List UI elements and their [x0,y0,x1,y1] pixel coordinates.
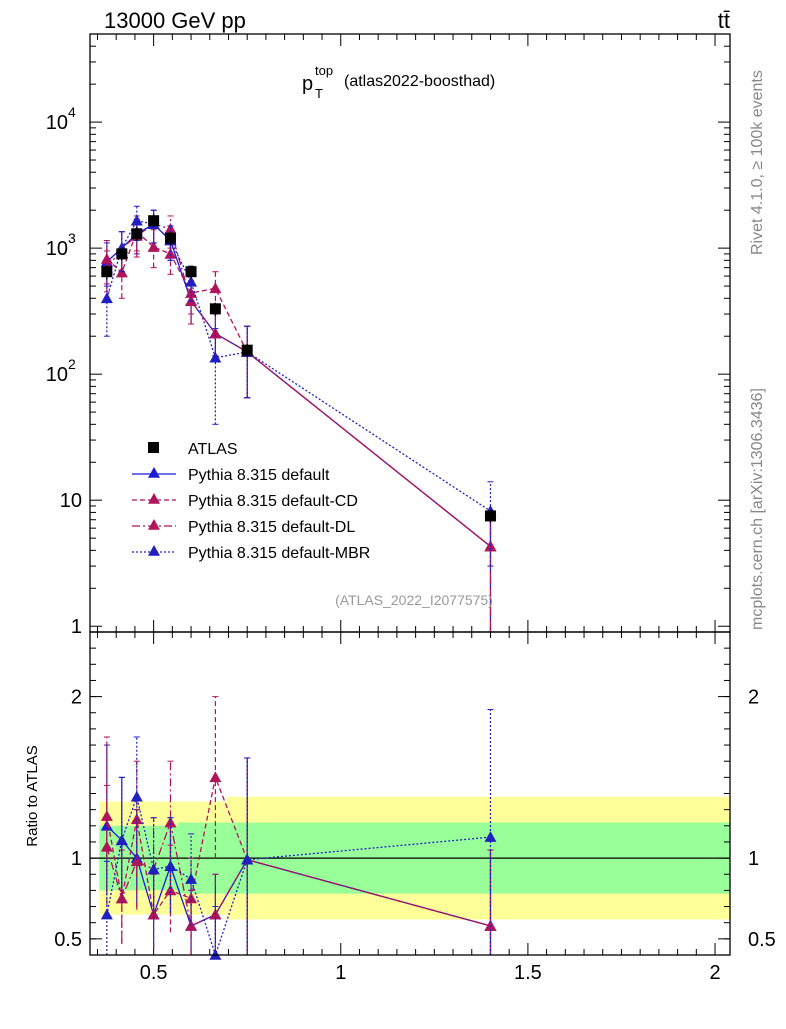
ratio-marker-cd [164,884,177,896]
ratio-marker-mbr [100,908,113,920]
legend-marker-mbr [148,545,160,556]
ratio-plot-series [100,696,497,960]
atlas-marker [148,215,160,227]
main-marker-mbr [100,292,113,304]
ratio-marker-cd [209,771,222,783]
ratio-x-tick-label: 0.5 [140,962,168,984]
ratio-x-tick-label: 2 [709,962,720,984]
legend-label-mbr: Pythia 8.315 default-MBR [188,545,370,562]
legend-marker-cd [148,493,160,504]
legend-marker-default [148,467,160,478]
plot-title-p: p [302,73,313,95]
plot-title-sub: T [315,86,323,101]
atlas-marker [241,344,253,356]
main-marker-mbr [209,351,222,363]
legend-label-cd: Pythia 8.315 default-CD [188,493,358,510]
ratio-marker-mbr [484,831,497,842]
legend-label-dl: Pythia 8.315 default-DL [188,519,355,536]
main-marker-mbr [130,214,143,226]
ratio-marker-mbr [185,873,198,884]
main-y-tick-label: 10 [60,490,82,512]
ratio-marker-mbr [130,790,143,802]
side-mcplots-link: mcplots.cern.ch [arXiv:1306.3436] [749,388,766,630]
main-y-tick-label-base: 10 [46,112,68,134]
plot-title-sup: top [315,63,333,78]
main-marker-cd [209,282,222,294]
main-y-tick-label-base: 10 [46,238,68,260]
main-marker-cd [147,241,160,252]
main-atlas-data [101,214,496,523]
main-marker-dl [209,327,222,339]
ratio-x-tick-label: 1 [335,962,346,984]
ratio-y-tick-label-right: 2 [748,687,759,709]
ratio-y-tick-label-right: 0.5 [748,929,776,951]
atlas-marker [164,232,176,244]
atlas-marker [484,510,496,522]
analysis-watermark: (ATLAS_2022_I2077575) [335,592,493,608]
ratio-plot-frame [89,631,731,956]
ratio-y-tick-label-right: 1 [748,848,759,870]
plot-title-analysis: (atlas2022-boosthad) [344,73,495,90]
atlas-marker [101,266,113,278]
legend-label-data: ATLAS [188,441,238,458]
ratio-marker-mbr [241,853,254,865]
ratio-y-tick-label-left: 2 [71,687,82,709]
side-rivet-version: Rivet 4.1.0, ≥ 100k events [749,70,766,255]
ratio-y-axis-label: Ratio to ATLAS [24,745,41,846]
ratio-marker-mbr [164,860,177,871]
main-y-tick-label-exponent: 3 [68,230,76,246]
ratio-x-tick-label: 1.5 [514,962,542,984]
main-y-tick-label: 1 [71,616,82,638]
main-y-tick-label-exponent: 4 [68,104,76,120]
main-marker-mbr [185,275,198,287]
main-y-tick-label-base: 10 [46,364,68,386]
atlas-marker [116,248,128,260]
ratio-marker-mbr [115,834,128,846]
header-process: tt̄ [718,8,730,33]
atlas-marker [131,228,143,240]
ratio-marker-dl [130,855,143,867]
ratio-marker-dl [100,840,113,852]
main-marker-cd [164,247,177,259]
ratio-y-tick-label-left: 1 [71,848,82,870]
header-energy: 13000 GeV pp [104,8,246,33]
ratio-y-tick-label-left: 0.5 [54,929,82,951]
legend-marker-dl [148,519,160,530]
legend-marker-atlas [148,442,159,453]
legend: ATLAS Pythia 8.315 default Pythia 8.315 de… [132,441,370,562]
atlas-marker [185,266,197,278]
ratio-marker-dl [164,816,177,828]
main-y-tick-label-exponent: 2 [68,356,76,372]
ratio-marker-mbr [147,863,160,875]
atlas-marker [209,303,221,315]
legend-label-default: Pythia 8.315 default [188,467,330,484]
